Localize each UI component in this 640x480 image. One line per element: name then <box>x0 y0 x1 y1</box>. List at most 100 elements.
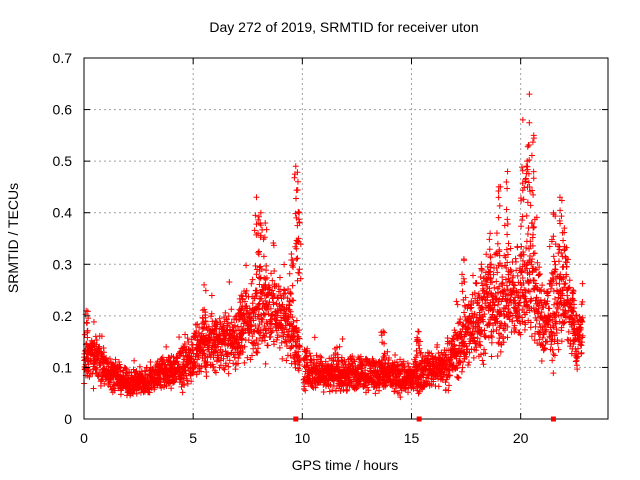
data-point <box>281 261 288 268</box>
data-point <box>296 327 303 334</box>
data-point <box>454 374 461 381</box>
data-point <box>469 272 476 279</box>
data-point <box>499 274 506 281</box>
data-point <box>101 349 108 356</box>
data-point <box>249 300 256 307</box>
data-point <box>493 230 500 237</box>
data-point <box>109 374 116 381</box>
data-point <box>488 290 495 297</box>
data-point <box>532 323 539 330</box>
data-point <box>184 380 191 387</box>
data-point <box>292 163 299 170</box>
data-point <box>223 327 230 334</box>
data-point <box>216 315 223 322</box>
data-point <box>551 352 558 359</box>
data-point <box>518 243 525 250</box>
data-point <box>216 349 223 356</box>
data-point <box>490 299 497 306</box>
data-point <box>476 338 483 345</box>
data-point <box>568 307 575 314</box>
data-point <box>493 326 500 333</box>
data-point <box>491 284 498 291</box>
data-point <box>465 361 472 368</box>
data-point <box>318 354 325 361</box>
data-point <box>269 287 276 294</box>
data-point <box>223 316 230 323</box>
data-point <box>568 321 575 328</box>
data-point <box>241 298 248 305</box>
data-point <box>490 307 497 314</box>
data-point <box>518 223 525 230</box>
data-point <box>260 253 267 260</box>
data-point <box>539 334 546 341</box>
data-point <box>549 282 556 289</box>
data-point <box>222 309 229 316</box>
data-point <box>486 269 493 276</box>
data-point <box>552 296 559 303</box>
data-point <box>467 319 474 326</box>
data-point <box>507 296 514 303</box>
data-point <box>294 222 301 229</box>
data-point <box>219 324 226 331</box>
data-point <box>257 222 264 229</box>
data-point <box>206 342 213 348</box>
data-point <box>400 358 407 365</box>
data-point <box>494 352 501 359</box>
data-point <box>503 264 510 271</box>
data-point <box>234 360 241 367</box>
data-point <box>268 311 275 318</box>
data-point <box>405 363 412 370</box>
data-point <box>563 259 570 266</box>
data-point <box>212 318 219 324</box>
data-point <box>489 334 496 341</box>
data-point <box>460 256 467 263</box>
data-point <box>282 290 289 297</box>
data-point <box>285 286 292 293</box>
data-point <box>184 377 191 384</box>
data-point <box>487 254 494 261</box>
data-point <box>522 321 529 328</box>
data-point <box>562 280 569 287</box>
data-point <box>560 320 567 327</box>
data-point <box>288 250 295 257</box>
data-point <box>457 359 464 366</box>
data-point <box>226 278 233 285</box>
data-point <box>486 246 493 253</box>
data-point <box>454 301 461 308</box>
data-point <box>241 359 248 366</box>
data-point <box>495 289 502 296</box>
data-point <box>255 249 262 256</box>
data-point <box>381 340 388 347</box>
data-point <box>185 338 192 345</box>
data-point <box>443 376 450 383</box>
data-point <box>253 290 260 297</box>
data-point <box>276 274 283 281</box>
y-tick-label: 0.7 <box>53 50 73 66</box>
data-point <box>540 342 547 349</box>
data-point <box>311 334 318 341</box>
x-axis-label: GPS time / hours <box>292 457 399 473</box>
data-point <box>460 358 467 365</box>
data-point <box>550 233 557 240</box>
data-point <box>501 287 508 294</box>
data-point <box>250 317 257 324</box>
data-point <box>290 318 297 325</box>
data-point <box>273 300 280 307</box>
data-point <box>237 309 244 316</box>
data-point <box>116 361 123 368</box>
data-point <box>302 348 309 355</box>
data-point <box>529 139 536 146</box>
data-point <box>511 282 518 289</box>
data-point <box>417 350 424 357</box>
data-point <box>414 352 421 359</box>
data-point <box>195 329 202 336</box>
data-point <box>528 152 535 159</box>
data-point <box>231 322 238 329</box>
data-point <box>175 361 182 368</box>
data-point <box>428 381 435 388</box>
data-point <box>559 229 566 236</box>
data-point <box>513 308 520 315</box>
data-point <box>498 298 505 305</box>
data-point <box>511 322 518 329</box>
data-point <box>286 338 293 345</box>
